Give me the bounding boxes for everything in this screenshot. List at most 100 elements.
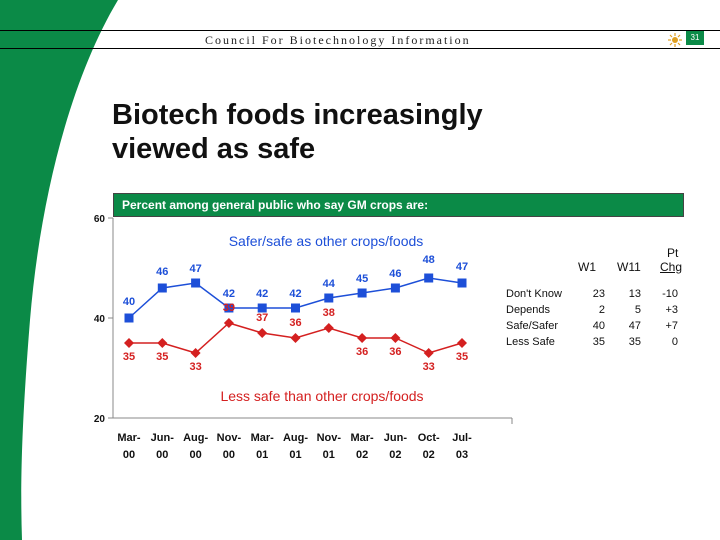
less-safe-data-label: 37 (256, 312, 268, 324)
y-tick-label: 40 (94, 314, 106, 325)
row-w1-value: 35 (592, 336, 605, 348)
header-rule-bottom (0, 48, 720, 49)
chart-subtitle: Percent among general public who say GM … (122, 198, 429, 212)
x-tick-label: 02 (423, 449, 435, 461)
safe-data-label: 45 (356, 273, 368, 285)
x-tick-label: Mar- (350, 432, 374, 444)
row-chg-value: +3 (665, 304, 678, 316)
safe-data-label: 46 (156, 266, 168, 278)
slide-title-line-1: Biotech foods increasingly (112, 99, 483, 131)
less-safe-point (157, 338, 168, 348)
less-safe-point (190, 348, 201, 358)
x-tick-label: 02 (356, 449, 368, 461)
less-safe-data-label: 35 (123, 351, 135, 363)
row-label: Less Safe (506, 336, 555, 348)
less-safe-point (423, 348, 434, 358)
x-tick-label: 03 (456, 449, 468, 461)
safe-series-legend-label: Safer/safe as other crops/foods (229, 233, 424, 249)
less-safe-data-label: 39 (223, 302, 235, 314)
x-tick-label: Jul- (452, 432, 472, 444)
less-safe-series-legend-label: Less safe than other crops/foods (220, 388, 423, 404)
safe-data-label: 42 (223, 288, 235, 300)
less-safe-data-label: 38 (323, 307, 335, 319)
row-w11-value: 47 (628, 320, 641, 332)
less-safe-point (290, 333, 301, 343)
less-safe-point (223, 318, 234, 328)
safe-data-label: 47 (456, 261, 468, 273)
safe-point (457, 278, 467, 288)
x-tick-label: Nov- (317, 432, 342, 444)
safe-point (257, 303, 267, 313)
x-tick-label: 01 (256, 449, 268, 461)
less-safe-point (390, 333, 401, 343)
safe-point (291, 303, 300, 313)
row-chg-value: -10 (662, 288, 678, 300)
header-rule-top (0, 30, 720, 31)
x-tick-label: Mar- (117, 432, 141, 444)
safe-point (390, 283, 400, 293)
safe-data-label: 47 (189, 263, 201, 275)
less-safe-data-label: 33 (423, 361, 435, 373)
safe-data-label: 42 (289, 288, 301, 300)
safe-point (191, 278, 201, 288)
row-label: Safe/Safer (506, 320, 558, 332)
x-tick-label: 00 (189, 449, 201, 461)
x-tick-label: 00 (123, 449, 135, 461)
less-safe-data-label: 35 (156, 351, 168, 363)
less-safe-data-label: 36 (289, 317, 301, 329)
x-tick-label: Jun- (151, 432, 175, 444)
organization-name: Council For Biotechnology Information (205, 33, 471, 47)
safe-point (357, 288, 367, 298)
safe-data-label: 46 (389, 268, 401, 280)
x-tick-label: 01 (323, 449, 335, 461)
slide-title-line-2: viewed as safe (112, 133, 316, 165)
less-safe-point (124, 338, 134, 348)
y-tick-label: 60 (94, 214, 106, 225)
less-safe-point (323, 323, 334, 333)
less-safe-point (457, 338, 467, 348)
safe-data-label: 42 (256, 288, 268, 300)
x-tick-label: Aug- (283, 432, 308, 444)
x-tick-label: Oct- (418, 432, 440, 444)
x-tick-label: 02 (389, 449, 401, 461)
less-safe-point (357, 333, 368, 343)
table-header-chg: Chg (660, 260, 683, 274)
y-tick-label: 20 (94, 414, 106, 425)
chart-subtitle-bar: Percent among general public who say GM … (113, 193, 684, 217)
page-number-badge: 31 (686, 31, 704, 45)
row-w11-value: 35 (628, 336, 641, 348)
row-w1-value: 23 (592, 288, 605, 300)
safe-data-label: 48 (423, 254, 435, 266)
row-w11-value: 5 (634, 304, 641, 316)
sun-logo-icon (668, 33, 682, 47)
x-tick-label: 00 (156, 449, 168, 461)
green-swoosh-decoration (0, 0, 118, 540)
table-header-w1: W1 (578, 260, 596, 274)
x-tick-label: Mar- (251, 432, 275, 444)
safe-point (224, 303, 234, 313)
safe-data-label: 44 (323, 278, 336, 290)
x-tick-label: Aug- (183, 432, 208, 444)
row-chg-value: 0 (671, 336, 678, 348)
row-label: Don't Know (506, 288, 562, 300)
x-tick-label: Jun- (384, 432, 408, 444)
row-w1-value: 2 (598, 304, 605, 316)
less-safe-data-label: 33 (189, 361, 201, 373)
less-safe-data-label: 35 (456, 351, 468, 363)
less-safe-point (257, 328, 268, 338)
row-w1-value: 40 (592, 320, 605, 332)
less-safe-data-label: 36 (356, 346, 368, 358)
safe-point (324, 293, 334, 303)
slide-title: Biotech foods increasingly viewed as saf… (112, 98, 483, 166)
safe-point (157, 283, 167, 293)
table-header-pt: Pt (667, 246, 679, 260)
table-header-w11: W11 (617, 260, 641, 274)
row-label: Depends (506, 304, 551, 316)
safe-point (124, 313, 134, 323)
row-chg-value: +7 (665, 320, 678, 332)
x-tick-label: 00 (223, 449, 235, 461)
safe-point (424, 273, 434, 283)
row-w11-value: 13 (628, 288, 641, 300)
x-tick-label: 01 (289, 449, 301, 461)
